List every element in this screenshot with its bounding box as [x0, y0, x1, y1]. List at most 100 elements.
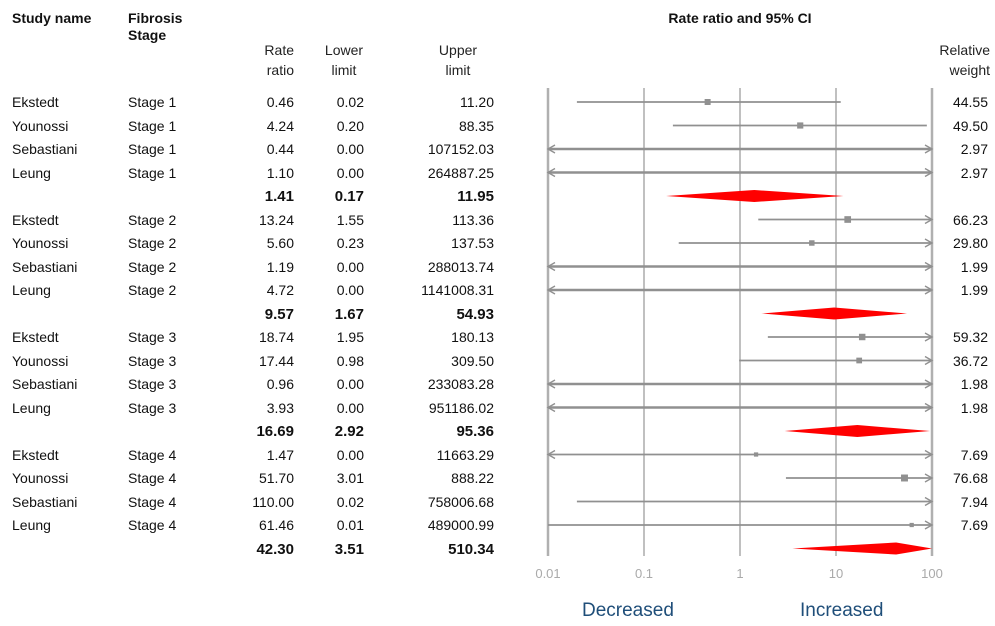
point-estimate — [809, 240, 815, 246]
study-name-cell: Younossi — [12, 352, 69, 369]
decreased-label: Decreased — [582, 600, 674, 621]
stage-cell: Stage 2 — [128, 211, 177, 228]
ci-left-arrow — [546, 402, 556, 413]
stage-cell: Stage 2 — [128, 258, 177, 275]
ci-left-arrow — [546, 285, 556, 295]
rate-ratio-cell: 17.44 — [258, 352, 294, 369]
rate-ratio-cell: 4.72 — [266, 282, 294, 298]
lower-limit-cell: 0.00 — [336, 446, 364, 463]
study-name-cell: Sebastiani — [12, 493, 78, 510]
study-name-cell: Leung — [12, 517, 51, 533]
rate-ratio-cell: 0.96 — [266, 376, 294, 392]
ci-right-arrow — [924, 238, 934, 248]
stage-cell: Stage 4 — [128, 470, 177, 486]
upper-limit-cell: 510.34 — [448, 540, 494, 558]
rate-ratio-cell: 13.24 — [258, 211, 294, 228]
weight-cell: 1.99 — [960, 258, 988, 275]
rate-ratio-cell: 1.19 — [266, 258, 294, 275]
increased-label: Increased — [800, 600, 884, 621]
upper-limit-cell: 489000.99 — [427, 517, 494, 533]
lower-limit-cell: 0.02 — [336, 94, 364, 110]
rate-ratio-cell: 1.10 — [266, 164, 294, 181]
upper-limit-cell: 11.20 — [460, 94, 494, 110]
stage-cell: Stage 4 — [128, 446, 177, 463]
weight-cell: 76.68 — [952, 470, 988, 486]
upper-limit-cell: 309.50 — [451, 352, 494, 369]
rate-ratio-cell: 5.60 — [266, 235, 294, 251]
rate-ratio-cell: 4.24 — [266, 117, 294, 134]
upper-limit-cell: 54.93 — [456, 305, 494, 323]
upper-limit-cell: 113.36 — [452, 211, 494, 228]
weight-cell: 1.98 — [960, 376, 988, 392]
upper-limit-header: Upper limit — [438, 42, 478, 78]
study-name-cell: Sebastiani — [12, 141, 78, 157]
stage-cell: Stage 1 — [128, 164, 177, 181]
upper-limit-cell: 758006.68 — [427, 493, 494, 510]
tick-label: 1 — [736, 566, 744, 581]
ci-right-arrow — [924, 520, 934, 530]
study-name-cell: Ekstedt — [12, 211, 59, 228]
ci-right-arrow — [924, 496, 934, 507]
point-estimate — [844, 216, 852, 223]
rate-ratio-cell: 0.44 — [266, 141, 294, 157]
summary-diamond — [784, 425, 931, 437]
study-name-cell: Sebastiani — [12, 376, 78, 392]
tick-label: 0.1 — [634, 566, 654, 581]
upper-limit-cell: 107152.03 — [427, 141, 494, 157]
lower-limit-cell: 0.00 — [336, 282, 364, 298]
rate-ratio-cell: 18.74 — [258, 329, 294, 345]
relative-weight-header: Relative weight — [939, 42, 990, 78]
stage-cell: Stage 3 — [128, 352, 177, 369]
upper-limit-cell: 88.35 — [458, 117, 494, 134]
study-name-cell: Ekstedt — [12, 446, 59, 463]
ci-right-arrow — [924, 473, 934, 483]
summary-diamond — [761, 307, 908, 320]
study-name-cell: Ekstedt — [12, 94, 59, 110]
study-name-cell: Sebastiani — [12, 258, 78, 275]
rate-ratio-cell: 42.30 — [256, 540, 294, 558]
ci-right-arrow — [924, 285, 934, 295]
study-name-header: Study name — [12, 10, 92, 26]
lower-limit-cell: 0.23 — [336, 235, 364, 251]
rate-ratio-cell: 51.70 — [258, 470, 294, 486]
ci-left-arrow — [546, 379, 556, 389]
lower-limit-cell: 3.51 — [334, 540, 364, 558]
lower-limit-cell: 1.55 — [336, 211, 364, 228]
stage-cell: Stage 1 — [128, 117, 177, 134]
point-estimate — [797, 122, 804, 129]
stage-cell: Stage 3 — [128, 376, 177, 392]
tick-label: 10 — [828, 566, 844, 581]
upper-limit-cell: 888.22 — [451, 470, 494, 486]
rate-ratio-cell: 1.47 — [266, 446, 294, 463]
upper-limit-cell: 233083.28 — [427, 376, 494, 392]
point-estimate — [858, 333, 866, 341]
lower-limit-cell: 0.00 — [336, 258, 364, 275]
ci-right-arrow — [924, 402, 934, 413]
weight-cell: 7.69 — [960, 517, 988, 533]
summary-diamond — [666, 190, 844, 202]
ci-right-arrow — [924, 144, 934, 154]
weight-cell: 44.55 — [952, 94, 988, 110]
weight-cell: 1.98 — [960, 399, 988, 416]
rate-ratio-header: Rate ratio — [264, 42, 294, 78]
lower-limit-cell: 2.92 — [334, 423, 364, 440]
lower-limit-cell: 0.00 — [336, 399, 364, 416]
lower-limit-cell: 0.17 — [334, 188, 364, 205]
weight-cell: 2.97 — [960, 141, 988, 157]
ci-left-arrow — [546, 144, 556, 154]
upper-limit-cell: 951186.02 — [428, 399, 494, 416]
lower-limit-cell: 1.67 — [334, 305, 364, 323]
weight-cell: 59.32 — [952, 329, 988, 345]
ci-left-arrow — [546, 261, 556, 272]
lower-limit-cell: 0.02 — [336, 493, 364, 510]
stage-cell: Stage 3 — [128, 329, 177, 345]
lower-limit-cell: 1.95 — [336, 329, 364, 345]
study-name-cell: Younossi — [12, 117, 69, 134]
stage-cell: Stage 4 — [128, 493, 177, 510]
weight-cell: 36.72 — [952, 352, 988, 369]
point-estimate — [901, 474, 908, 482]
stage-cell: Stage 3 — [128, 399, 177, 416]
lower-limit-cell: 0.00 — [336, 164, 364, 181]
fibrosis-stage-header: Fibrosis Stage — [128, 10, 183, 43]
weight-cell: 66.23 — [952, 211, 988, 228]
